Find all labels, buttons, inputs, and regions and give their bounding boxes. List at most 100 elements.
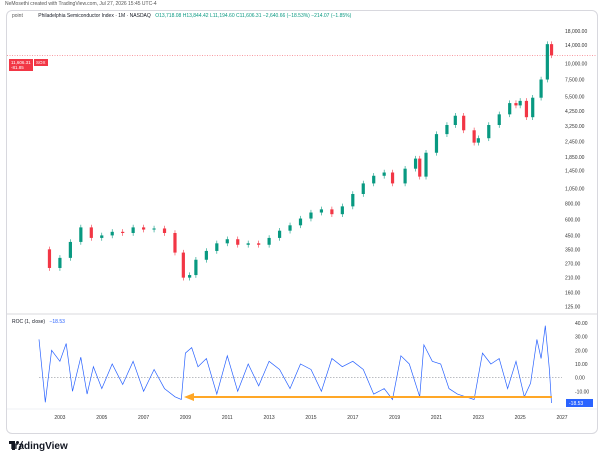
time-x-tick: 2021 — [431, 415, 442, 421]
candle-body — [277, 230, 282, 238]
roc-value-tag-bg — [566, 398, 593, 407]
candle-body — [545, 44, 549, 80]
candle-body — [434, 134, 439, 153]
time-x-tick: 2009 — [180, 415, 191, 421]
candle-body — [445, 125, 449, 135]
candle-body — [319, 209, 324, 213]
price-y-tick: 450.00 — [565, 233, 581, 239]
candle-body — [173, 232, 177, 253]
candle-body — [549, 44, 554, 56]
candle-body — [418, 158, 422, 177]
candle-body — [236, 239, 240, 245]
candle-body — [79, 227, 83, 242]
candle-body — [472, 130, 476, 143]
candle-body — [372, 175, 376, 184]
roc-title[interactable]: ROC (1, close) — [12, 319, 46, 325]
last-price-tag: 11,606.31 -81.85 — [9, 59, 33, 71]
price-y-tick: 14,000.00 — [565, 43, 587, 49]
time-x-tick: 2015 — [305, 415, 316, 421]
candle-body — [181, 252, 185, 278]
symbol-flag: SOX — [34, 59, 48, 66]
price-y-tick: 10,000.00 — [565, 62, 587, 68]
candle-body — [497, 114, 501, 126]
candle-body — [246, 243, 250, 245]
time-x-tick: 2005 — [96, 415, 107, 421]
candle-body — [424, 152, 428, 177]
roc-value-tag-text: -18.53 — [569, 401, 583, 407]
price-y-tick: 270.00 — [565, 262, 581, 268]
candle-body — [257, 243, 261, 245]
candle-body — [152, 228, 156, 230]
price-y-tick: 5,500.00 — [565, 95, 585, 101]
candle-body — [309, 212, 313, 219]
price-y-tick: 4,250.00 — [565, 109, 585, 115]
price-y-tick: 1,050.00 — [565, 186, 585, 192]
price-y-tick: 18,000.00 — [565, 29, 587, 35]
roc-y-tick: 40.00 — [575, 321, 588, 327]
time-x-tick: 2011 — [222, 415, 233, 421]
candle-body — [361, 183, 365, 194]
candle-body — [413, 158, 418, 169]
price-y-tick: 800.00 — [565, 202, 581, 208]
candle-body — [121, 231, 125, 233]
time-x-tick: 2019 — [389, 415, 400, 421]
price-y-tick: 125.00 — [565, 304, 581, 310]
roc-current-value: −18.53 — [49, 319, 65, 325]
candle-body — [508, 103, 512, 115]
time-x-tick: 2007 — [138, 415, 149, 421]
candle-body — [288, 225, 292, 231]
last-price-value: 11,606.31 — [11, 60, 31, 65]
chart-svg[interactable]: 18,000.00 14,000.00 10,000.00 7,500.00 5,500… — [7, 11, 597, 433]
y-axis-unit-label: point — [12, 13, 23, 19]
candle-body — [298, 218, 303, 226]
candle-body — [100, 235, 104, 238]
time-x-tick: 2017 — [347, 415, 358, 421]
price-y-tick: 600.00 — [565, 217, 581, 223]
roc-line — [38, 325, 552, 404]
chart-credit: NeMosethi created with TradingView.com, … — [5, 1, 157, 7]
candle-body — [47, 249, 52, 268]
tradingview-logo-icon — [9, 441, 23, 450]
candle-body — [518, 100, 522, 106]
candle-body — [267, 237, 271, 245]
candle-body — [188, 275, 192, 278]
price-y-tick: 1,850.00 — [565, 155, 585, 161]
time-x-tick: 2025 — [515, 415, 526, 421]
time-x-tick: 2013 — [264, 415, 275, 421]
chart-panel[interactable]: 18,000.00 14,000.00 10,000.00 7,500.00 5,500… — [6, 10, 598, 434]
price-y-tick: 7,500.00 — [565, 78, 585, 84]
candle-body — [403, 168, 407, 184]
candle-body — [110, 231, 114, 236]
price-y-tick: 1,450.00 — [565, 169, 585, 175]
price-y-tick: 210.00 — [565, 276, 581, 282]
candle-body — [340, 206, 344, 215]
candle-body — [58, 257, 62, 268]
candle-body — [215, 243, 219, 251]
candle-body — [390, 172, 395, 184]
roc-y-tick: -10.00 — [575, 389, 589, 395]
candle-body — [487, 125, 491, 139]
annotation-arrowhead — [184, 393, 194, 401]
last-price-change: -81.85 — [11, 65, 24, 70]
price-y-tick: 160.00 — [565, 291, 581, 297]
price-y-tick: 350.00 — [565, 247, 581, 253]
candle-body — [89, 227, 93, 238]
candle-body — [453, 115, 457, 126]
candle-body — [351, 193, 355, 207]
candle-body — [476, 138, 480, 143]
tradingview-logo: TradingView — [9, 441, 68, 452]
candle-body — [531, 97, 535, 118]
roc-y-tick: 0.00 — [575, 376, 585, 382]
symbol-line: point Philadelphia Semiconductor Index ·… — [12, 13, 351, 19]
roc-y-tick: 30.00 — [575, 335, 588, 341]
candle-body — [142, 227, 146, 230]
price-y-tick: 3,250.00 — [565, 124, 585, 130]
symbol-name[interactable]: Philadelphia Semiconductor Index · 1M · … — [38, 13, 151, 19]
roc-legend: ROC (1, close) −18.53 — [12, 319, 65, 325]
candle-body — [131, 227, 135, 233]
tradingview-logo-text: TradingView — [9, 441, 68, 452]
time-x-tick: 2003 — [54, 415, 65, 421]
candle-body — [204, 250, 208, 260]
candle-body — [382, 172, 386, 176]
time-x-tick: 2027 — [556, 415, 567, 421]
